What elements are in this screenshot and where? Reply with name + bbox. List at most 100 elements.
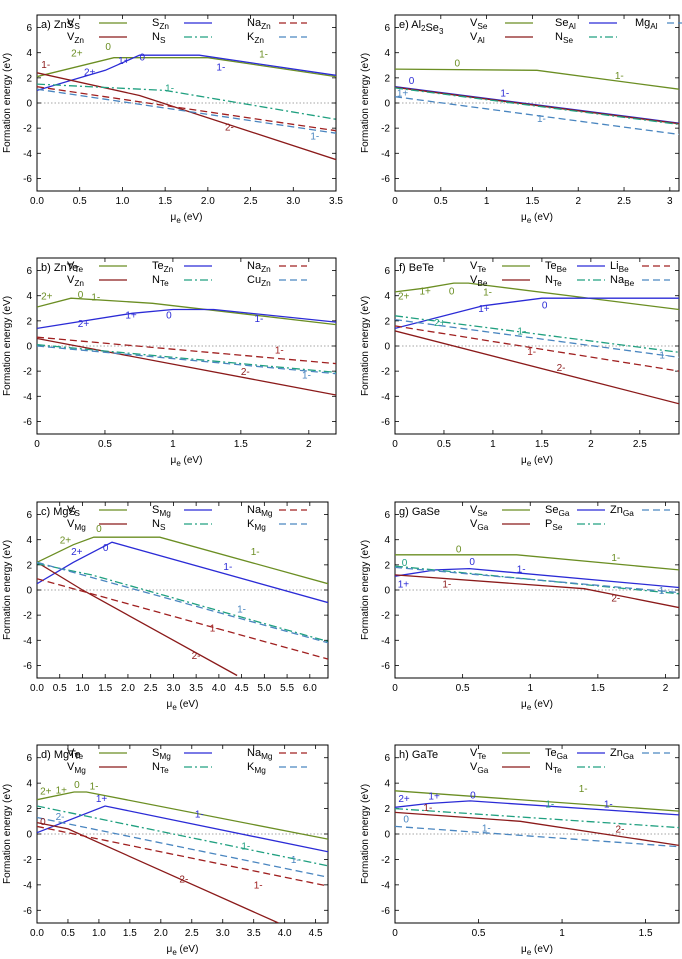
y-tick-label: -2 <box>381 855 390 866</box>
x-tick-label: 5.0 <box>257 683 271 694</box>
charge-label: 1- <box>482 823 491 834</box>
y-tick-label: 0 <box>26 830 32 841</box>
y-axis-label: Formation energy (eV) <box>2 296 13 396</box>
charge-label: 1- <box>527 347 536 358</box>
y-tick-label: -2 <box>23 367 32 378</box>
charge-label: 1- <box>195 809 204 820</box>
x-axis-label: μe (eV) <box>167 944 199 957</box>
x-tick-label: 1.5 <box>525 196 539 207</box>
y-tick-label: 2 <box>26 560 32 571</box>
panel-5: -6 -4 -2 0 2 4 6 0.0 0.5 1.0 1.5 2.0 2.5 3.0 3.5 4.0 4.5… <box>2 501 329 712</box>
series-group <box>395 554 679 609</box>
y-tick-label: 4 <box>384 535 390 546</box>
y-tick-label: -4 <box>23 392 32 403</box>
charge-label: 0 <box>469 557 475 568</box>
x-tick-label: 1.5 <box>98 683 112 694</box>
series-group <box>37 297 336 396</box>
charge-label: 1- <box>237 605 246 616</box>
panel-title: d) MgTe <box>41 749 81 761</box>
x-tick-label: 0 <box>392 196 398 207</box>
charge-label: 0 <box>105 42 111 53</box>
legend-label: VSe <box>470 17 488 31</box>
charge-label: 2- <box>56 812 65 823</box>
x-tick-label: 4.5 <box>235 683 249 694</box>
legend-label: SeAl <box>555 17 576 31</box>
panel-2: -6 -4 -2 0 2 4 6 0 0.5 1 1.5 2 2.5 3 Formation energy … <box>360 14 682 225</box>
series-line-v-s <box>37 536 328 585</box>
x-tick-label: 0.5 <box>456 683 470 694</box>
x-tick-label: 0.5 <box>98 439 112 450</box>
series-group <box>37 536 328 677</box>
x-tick-label: 0.5 <box>61 928 75 939</box>
series-line-s-zn <box>37 54 336 92</box>
x-tick-label: 4.0 <box>212 683 226 694</box>
charge-label: 1- <box>259 50 268 61</box>
x-tick-label: 1.0 <box>92 928 106 939</box>
series-line-v-ga <box>395 574 679 609</box>
x-tick-label: 2.5 <box>185 928 199 939</box>
y-axis-label: Formation energy (eV) <box>360 540 371 640</box>
y-tick-label: 4 <box>384 48 390 59</box>
x-tick-label: 1.5 <box>591 683 605 694</box>
y-tick-label: -4 <box>23 880 32 891</box>
y-tick-label: 4 <box>26 48 32 59</box>
charge-label: 1- <box>223 562 232 573</box>
legend-label: NSe <box>555 31 573 45</box>
y-axis-label: Formation energy (eV) <box>360 296 371 396</box>
legend-label: NaMg <box>247 504 273 518</box>
x-tick-label: 2.5 <box>244 196 258 207</box>
x-tick-label: 2.0 <box>121 683 135 694</box>
series-line-v-mg <box>37 561 238 677</box>
panel-8: -6 -4 -2 0 2 4 6 0 0.5 1 1.5 Formation energy (eV) μ… <box>360 744 680 957</box>
series-line-v-be <box>395 330 679 405</box>
y-axis-label: Formation energy (eV) <box>360 53 371 153</box>
x-tick-label: 1.5 <box>639 928 653 939</box>
x-tick-label: 0.0 <box>30 196 44 207</box>
y-tick-label: -6 <box>381 417 390 428</box>
y-tick-label: -4 <box>381 880 390 891</box>
charge-label: 2- <box>192 651 201 662</box>
charge-label: 2+ <box>398 291 410 302</box>
charge-label: 0 <box>166 310 172 321</box>
charge-label: 1- <box>275 346 284 357</box>
x-tick-label: 1.5 <box>234 439 248 450</box>
series-line-v-ga <box>395 811 679 847</box>
y-tick-label: 2 <box>26 316 32 327</box>
charge-label: 1- <box>442 579 451 590</box>
charge-label: 1- <box>241 841 250 852</box>
series-line-n-te <box>37 805 328 867</box>
series-line-na-be <box>395 318 679 358</box>
x-tick-label: 0 <box>392 683 398 694</box>
x-tick-label: 2.0 <box>154 928 168 939</box>
charge-label: 2- <box>557 363 566 374</box>
charge-label: 0 <box>409 76 415 87</box>
charge-label: 2- <box>241 367 250 378</box>
y-tick-label: -6 <box>23 417 32 428</box>
charge-label: 1- <box>483 288 492 299</box>
x-tick-label: 2.5 <box>633 439 647 450</box>
legend-label: NTe <box>152 761 169 775</box>
x-tick-label: 1.0 <box>115 196 129 207</box>
y-tick-label: 0 <box>384 586 390 597</box>
charge-label: 0 <box>402 558 408 569</box>
y-tick-label: -2 <box>381 367 390 378</box>
series-line-na-mg <box>37 825 328 887</box>
y-tick-label: 2 <box>26 73 32 84</box>
charge-label: 1- <box>302 371 311 382</box>
legend-label: TeBe <box>545 260 567 274</box>
charge-label: 1- <box>611 553 620 564</box>
y-tick-label: 0 <box>384 830 390 841</box>
series-group <box>395 68 679 136</box>
x-tick-label: 4.0 <box>278 928 292 939</box>
series-line-v-te <box>395 282 679 311</box>
charge-label: 2+ <box>40 787 52 798</box>
y-tick-label: 2 <box>384 560 390 571</box>
y-tick-label: 6 <box>384 510 390 521</box>
charge-label: 1- <box>310 131 319 142</box>
legend-label: NS <box>152 518 166 532</box>
series-line-na-zn <box>37 86 336 132</box>
series-line-v-zn <box>37 337 336 396</box>
x-tick-label: 2 <box>575 196 581 207</box>
x-tick-label: 2.5 <box>617 196 631 207</box>
